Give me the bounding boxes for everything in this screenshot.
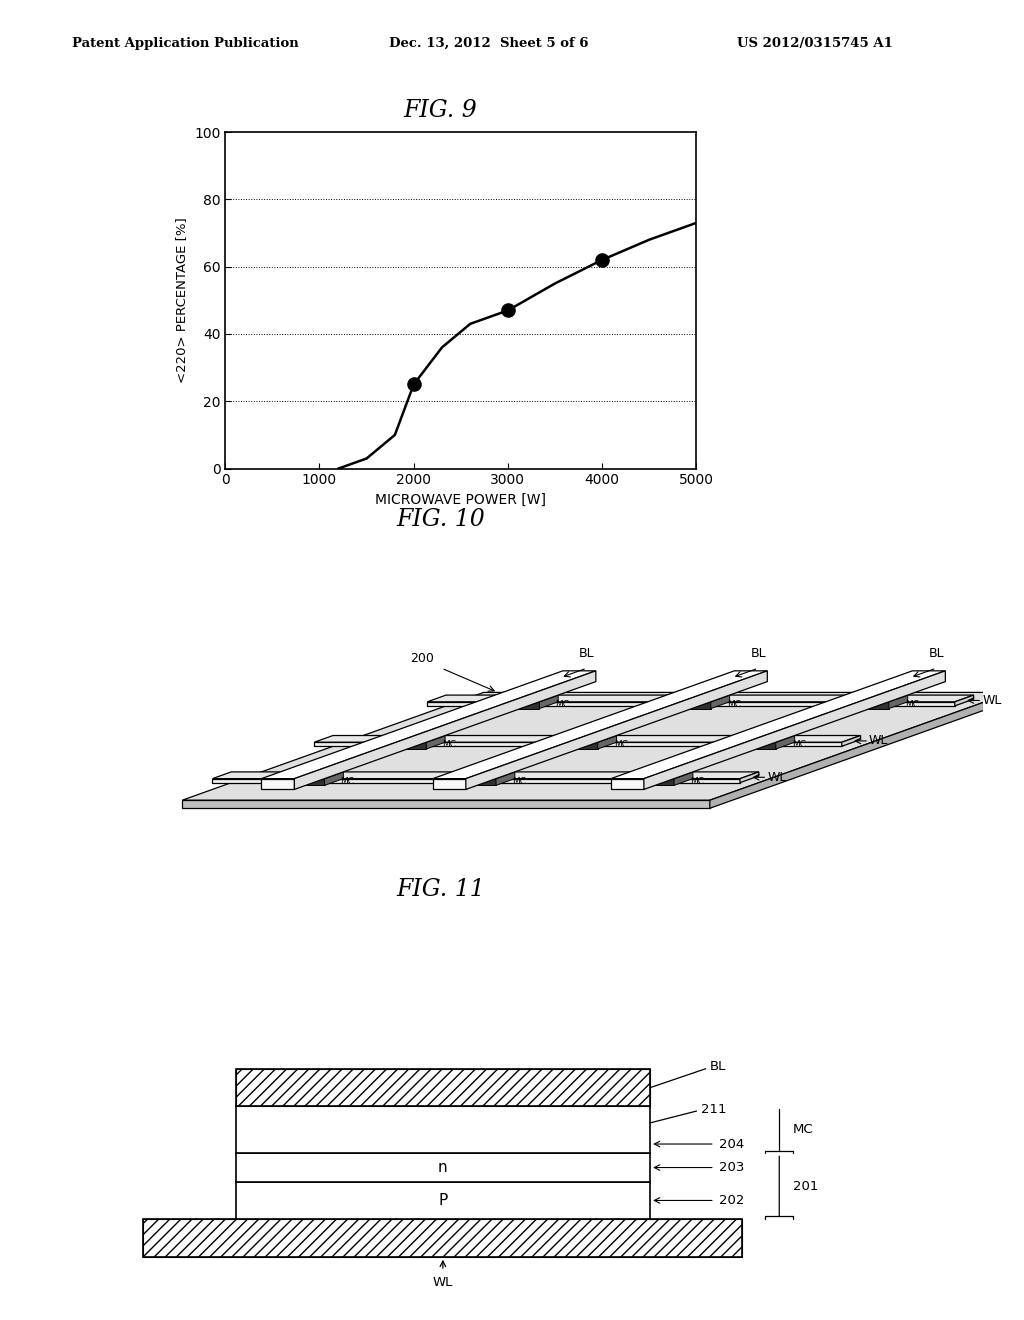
Text: Patent Application Publication: Patent Application Publication <box>72 37 298 50</box>
Text: MC: MC <box>727 700 740 709</box>
Text: BL: BL <box>711 1060 726 1073</box>
Bar <box>236 1106 650 1154</box>
Polygon shape <box>314 742 842 746</box>
Text: BL: BL <box>580 647 595 660</box>
Polygon shape <box>466 671 767 789</box>
Text: FIG. 11: FIG. 11 <box>396 878 484 900</box>
Polygon shape <box>261 671 596 779</box>
Text: MC: MC <box>690 777 705 785</box>
Text: MC: MC <box>613 741 628 750</box>
Text: MC: MC <box>792 741 806 750</box>
Bar <box>236 1069 650 1106</box>
Text: WL: WL <box>767 771 786 784</box>
Polygon shape <box>742 735 795 742</box>
Polygon shape <box>212 779 740 783</box>
Polygon shape <box>611 779 644 789</box>
Polygon shape <box>292 779 325 785</box>
Polygon shape <box>711 696 730 709</box>
Text: Dec. 13, 2012  Sheet 5 of 6: Dec. 13, 2012 Sheet 5 of 6 <box>389 37 589 50</box>
Text: MC: MC <box>341 777 354 785</box>
Polygon shape <box>506 696 558 702</box>
Point <box>406 374 422 395</box>
Polygon shape <box>540 696 558 709</box>
Text: 202: 202 <box>720 1195 744 1206</box>
Text: WL: WL <box>433 1275 453 1288</box>
Polygon shape <box>565 735 616 742</box>
Bar <box>143 1220 742 1257</box>
Polygon shape <box>433 671 767 779</box>
Text: 203: 203 <box>720 1162 744 1173</box>
Text: MC: MC <box>794 1123 814 1137</box>
Polygon shape <box>427 702 954 706</box>
Text: MC: MC <box>905 700 919 709</box>
Polygon shape <box>678 696 730 702</box>
Polygon shape <box>641 779 674 785</box>
Polygon shape <box>742 742 776 748</box>
Polygon shape <box>954 696 974 706</box>
Text: MC: MC <box>442 741 457 750</box>
Text: FIG. 9: FIG. 9 <box>403 99 477 121</box>
Polygon shape <box>433 779 466 789</box>
Polygon shape <box>678 702 711 709</box>
Text: 211: 211 <box>701 1104 726 1117</box>
Polygon shape <box>889 696 907 709</box>
Y-axis label: <220> PERCENTAGE [%]: <220> PERCENTAGE [%] <box>175 218 188 383</box>
X-axis label: MICROWAVE POWER [W]: MICROWAVE POWER [W] <box>376 492 546 507</box>
Polygon shape <box>740 772 759 783</box>
Text: WL: WL <box>982 694 1001 708</box>
Polygon shape <box>506 702 540 709</box>
Polygon shape <box>393 735 445 742</box>
Polygon shape <box>427 696 974 702</box>
Text: MC: MC <box>555 700 569 709</box>
Polygon shape <box>463 779 496 785</box>
Polygon shape <box>182 693 1012 800</box>
Polygon shape <box>842 735 860 746</box>
Polygon shape <box>314 735 860 742</box>
Text: WL: WL <box>869 734 889 747</box>
Polygon shape <box>292 772 343 779</box>
Text: BL: BL <box>929 647 944 660</box>
Bar <box>236 1154 650 1181</box>
Polygon shape <box>856 696 907 702</box>
Polygon shape <box>426 735 445 748</box>
Polygon shape <box>710 693 1012 808</box>
Polygon shape <box>212 772 759 779</box>
Bar <box>236 1181 650 1220</box>
Polygon shape <box>565 742 598 748</box>
Point <box>594 249 610 271</box>
Text: 200: 200 <box>411 652 434 665</box>
Polygon shape <box>325 772 343 785</box>
Polygon shape <box>182 800 710 808</box>
Polygon shape <box>856 702 889 709</box>
Text: 201: 201 <box>794 1180 818 1193</box>
Bar <box>236 1069 650 1106</box>
Polygon shape <box>674 772 693 785</box>
Polygon shape <box>641 772 693 779</box>
Bar <box>143 1220 742 1257</box>
Text: 204: 204 <box>720 1138 744 1151</box>
Point <box>500 300 516 321</box>
Polygon shape <box>393 742 426 748</box>
Polygon shape <box>776 735 795 748</box>
Text: P: P <box>438 1193 447 1208</box>
Polygon shape <box>644 671 945 789</box>
Polygon shape <box>463 772 515 779</box>
Text: FIG. 10: FIG. 10 <box>396 508 484 531</box>
Polygon shape <box>611 671 945 779</box>
Text: n: n <box>438 1160 447 1175</box>
Polygon shape <box>261 779 294 789</box>
Polygon shape <box>294 671 596 789</box>
Text: BL: BL <box>751 647 766 660</box>
Text: MC: MC <box>512 777 526 785</box>
Text: US 2012/0315745 A1: US 2012/0315745 A1 <box>737 37 893 50</box>
Polygon shape <box>598 735 616 748</box>
Polygon shape <box>496 772 515 785</box>
